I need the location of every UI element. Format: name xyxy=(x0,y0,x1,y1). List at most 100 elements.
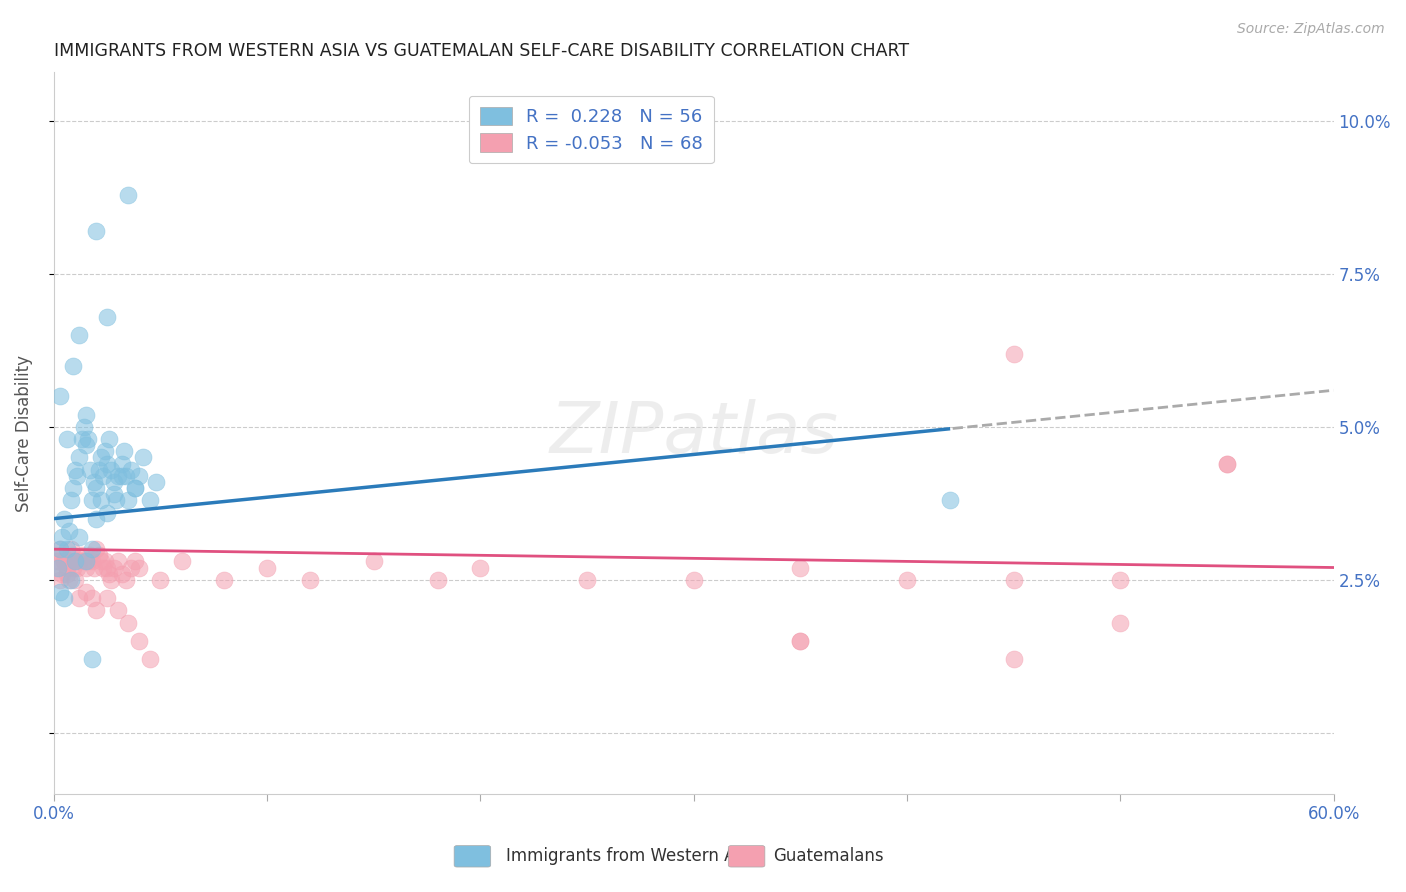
Point xyxy=(214,573,236,587)
Point xyxy=(112,444,135,458)
Point xyxy=(111,468,134,483)
Point xyxy=(59,573,82,587)
Point xyxy=(59,493,82,508)
Point xyxy=(256,560,278,574)
Point xyxy=(1109,615,1132,630)
Point xyxy=(100,463,122,477)
Point xyxy=(67,450,90,465)
Point xyxy=(107,554,129,568)
Point xyxy=(90,450,112,465)
Point xyxy=(59,542,82,557)
Point xyxy=(103,475,125,489)
Point xyxy=(67,328,90,343)
Point xyxy=(63,554,86,568)
Point xyxy=(107,468,129,483)
Point xyxy=(90,554,112,568)
Point xyxy=(55,560,77,574)
Point xyxy=(1109,573,1132,587)
Point xyxy=(789,633,811,648)
Point xyxy=(103,560,125,574)
Point xyxy=(128,468,150,483)
Point xyxy=(86,511,108,525)
Point xyxy=(51,566,73,581)
Point xyxy=(53,554,76,568)
Point xyxy=(75,408,97,422)
Point xyxy=(83,475,105,489)
Point xyxy=(789,560,811,574)
Point xyxy=(120,463,142,477)
Point xyxy=(1002,346,1025,360)
Point xyxy=(117,493,139,508)
Point xyxy=(1216,457,1239,471)
Point xyxy=(77,554,100,568)
Point xyxy=(55,432,77,446)
Point xyxy=(896,573,918,587)
Point xyxy=(115,573,138,587)
Point xyxy=(87,463,110,477)
Point xyxy=(49,389,72,403)
Point xyxy=(59,554,82,568)
Point xyxy=(82,493,104,508)
Point xyxy=(149,573,172,587)
Point xyxy=(62,549,84,563)
Point xyxy=(86,542,108,557)
Point xyxy=(789,633,811,648)
Point xyxy=(128,633,150,648)
Point xyxy=(938,493,960,508)
Point xyxy=(139,652,162,666)
Point xyxy=(49,573,72,587)
Point xyxy=(58,573,80,587)
Point xyxy=(46,560,69,574)
Point xyxy=(66,560,89,574)
Point xyxy=(67,591,90,605)
Point xyxy=(62,359,84,373)
Point xyxy=(82,554,104,568)
Point xyxy=(120,560,142,574)
Point xyxy=(1002,573,1025,587)
Point xyxy=(96,591,118,605)
Point xyxy=(63,573,86,587)
Point xyxy=(576,573,599,587)
Point xyxy=(79,463,101,477)
Point xyxy=(82,652,104,666)
Point xyxy=(117,615,139,630)
Point xyxy=(49,542,72,557)
Point xyxy=(426,573,449,587)
Point xyxy=(363,554,385,568)
Point xyxy=(75,554,97,568)
Point xyxy=(82,591,104,605)
Point xyxy=(117,187,139,202)
Point xyxy=(46,554,69,568)
Point xyxy=(46,554,69,568)
Point xyxy=(115,468,138,483)
Point xyxy=(682,573,704,587)
Point xyxy=(96,310,118,324)
Point xyxy=(63,463,86,477)
Point xyxy=(132,450,155,465)
Point xyxy=(124,481,146,495)
Point xyxy=(66,468,89,483)
Point xyxy=(67,554,90,568)
Point xyxy=(107,603,129,617)
Point xyxy=(77,432,100,446)
Text: ZIPatlas: ZIPatlas xyxy=(550,399,838,467)
Point xyxy=(124,554,146,568)
Point xyxy=(51,530,73,544)
Text: Source: ZipAtlas.com: Source: ZipAtlas.com xyxy=(1237,22,1385,37)
Point xyxy=(87,549,110,563)
Point xyxy=(49,542,72,557)
Text: Immigrants from Western Asia: Immigrants from Western Asia xyxy=(506,847,759,865)
Point xyxy=(49,585,72,599)
Point xyxy=(62,481,84,495)
Point xyxy=(55,542,77,557)
Point xyxy=(94,554,117,568)
Point xyxy=(75,585,97,599)
Point xyxy=(86,224,108,238)
Point xyxy=(124,481,146,495)
Point xyxy=(86,603,108,617)
Point xyxy=(91,468,114,483)
Point xyxy=(170,554,193,568)
Point xyxy=(86,481,108,495)
Point xyxy=(45,560,67,574)
Point xyxy=(58,524,80,538)
